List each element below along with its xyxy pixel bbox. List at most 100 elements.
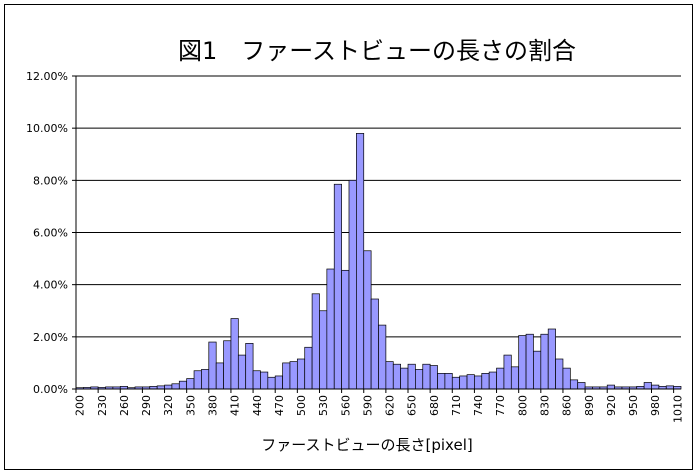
histogram-bar xyxy=(444,373,453,390)
histogram-bar xyxy=(178,380,188,390)
x-tick-label: 320 xyxy=(162,395,175,416)
histogram-bar xyxy=(186,378,195,390)
x-tick-label: 590 xyxy=(361,395,374,416)
histogram-bar xyxy=(348,179,357,390)
histogram-bar xyxy=(363,250,372,390)
x-axis-ticks: 200 230 260 290 320 350 380 410 440 470 500 530 560 5… xyxy=(74,389,684,423)
x-tick-label: 920 xyxy=(605,395,618,416)
x-tick-label: 410 xyxy=(229,395,242,416)
axes xyxy=(75,76,681,390)
histogram-bar xyxy=(651,384,660,390)
histogram-bar xyxy=(503,354,512,390)
histogram-bar xyxy=(370,298,379,390)
histogram-bar xyxy=(171,383,180,390)
histogram-bar xyxy=(518,335,527,390)
histogram-bar xyxy=(378,324,387,390)
x-tick-label: 350 xyxy=(184,395,197,416)
histogram-bar xyxy=(606,384,615,390)
histogram-bar xyxy=(260,371,269,390)
histogram-bar xyxy=(577,382,586,390)
histogram-chart: 図1 ファーストビューの長さの割合 0.00% 2.00% 4.00% 6.00% 8.… xyxy=(26,37,684,454)
x-tick-label: 200 xyxy=(74,395,87,416)
histogram-bar xyxy=(555,358,564,390)
histogram-bar xyxy=(533,350,542,390)
histogram-bar xyxy=(392,363,401,390)
gridlines xyxy=(76,75,681,390)
x-tick-label: 440 xyxy=(251,395,264,416)
histogram-bar xyxy=(289,361,298,390)
histogram-bar xyxy=(164,384,173,390)
x-tick-label: 980 xyxy=(649,395,662,416)
histogram-bar xyxy=(223,340,232,390)
histogram-bar xyxy=(311,293,320,390)
x-tick-label: 740 xyxy=(472,395,485,416)
histogram-bar xyxy=(356,133,365,390)
histogram-bar xyxy=(481,373,490,390)
x-tick-label: 830 xyxy=(539,395,552,416)
histogram-bar xyxy=(326,268,335,390)
histogram-bar xyxy=(252,370,261,390)
histogram-bar xyxy=(496,367,505,390)
bars xyxy=(75,133,682,390)
histogram-bar xyxy=(429,365,438,390)
chart-frame: 図1 ファーストビューの長さの割合 0.00% 2.00% 4.00% 6.00% 8.… xyxy=(4,4,693,470)
histogram-bar xyxy=(319,310,328,390)
histogram-bar xyxy=(274,375,283,390)
histogram-bar xyxy=(282,362,291,390)
y-tick-label: 10.00% xyxy=(26,122,68,135)
x-tick-label: 530 xyxy=(317,395,330,416)
y-tick-label: 2.00% xyxy=(33,331,68,344)
histogram-bar xyxy=(466,374,475,390)
x-tick-label: 500 xyxy=(295,395,308,416)
x-tick-label: 380 xyxy=(206,395,219,416)
histogram-bar xyxy=(237,354,247,390)
histogram-bar xyxy=(208,341,217,390)
histogram-bar xyxy=(341,269,350,390)
histogram-bar xyxy=(569,379,579,390)
x-axis-label: ファーストビューの長さ[pixel] xyxy=(261,436,472,454)
x-tick-label: 260 xyxy=(118,395,131,416)
histogram-bar xyxy=(400,367,409,390)
y-tick-label: 4.00% xyxy=(33,279,68,292)
y-tick-label: 0.00% xyxy=(33,383,68,396)
x-tick-label: 770 xyxy=(494,395,507,416)
histogram-bar xyxy=(201,369,210,390)
histogram-bar xyxy=(474,375,483,390)
histogram-bar xyxy=(540,333,549,390)
histogram-bar xyxy=(451,376,461,390)
y-tick-label: 12.00% xyxy=(26,70,68,83)
histogram-bar xyxy=(296,358,306,390)
histogram-bar xyxy=(437,373,446,390)
y-tick-label: 6.00% xyxy=(33,227,68,240)
histogram-bar xyxy=(488,371,497,390)
histogram-bar xyxy=(267,376,276,390)
x-tick-label: 800 xyxy=(516,395,529,416)
x-tick-label: 290 xyxy=(140,395,153,416)
x-tick-label: 680 xyxy=(428,395,441,416)
x-tick-label: 950 xyxy=(627,395,640,416)
x-tick-label: 620 xyxy=(384,395,397,416)
histogram-bar xyxy=(215,362,224,390)
x-tick-label: 650 xyxy=(406,395,419,416)
x-tick-label: 710 xyxy=(450,395,463,416)
histogram-bar xyxy=(333,183,342,390)
histogram-bar xyxy=(459,375,468,390)
x-tick-label: 470 xyxy=(273,395,286,416)
histogram-bar xyxy=(422,363,431,390)
y-axis-ticks: 0.00% 2.00% 4.00% 6.00% 8.00% 10.00% 12.00% xyxy=(26,70,76,396)
x-tick-label: 1010 xyxy=(671,395,684,423)
x-tick-label: 890 xyxy=(583,395,596,416)
histogram-bar xyxy=(562,367,571,390)
histogram-bar xyxy=(415,369,424,390)
x-tick-label: 560 xyxy=(339,395,352,416)
histogram-bar xyxy=(245,343,254,390)
x-tick-label: 860 xyxy=(561,395,574,416)
chart-title: 図1 ファーストビューの長さの割合 xyxy=(178,37,576,65)
histogram-bar xyxy=(385,361,394,390)
histogram-bar xyxy=(547,328,556,390)
histogram-bar xyxy=(304,346,313,390)
histogram-bar xyxy=(407,363,416,390)
histogram-bar xyxy=(510,366,520,390)
histogram-bar xyxy=(193,370,202,390)
histogram-bar xyxy=(525,333,534,390)
